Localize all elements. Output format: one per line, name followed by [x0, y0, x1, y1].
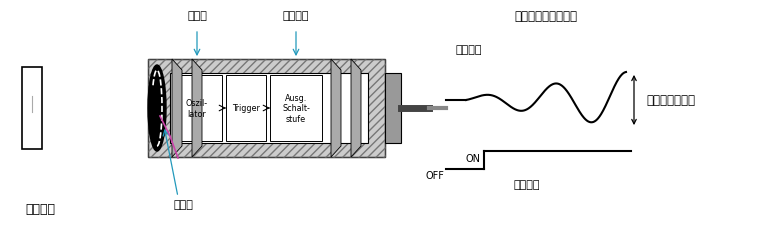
Polygon shape [192, 60, 202, 157]
Text: 无物体时: 无物体时 [456, 45, 482, 55]
FancyBboxPatch shape [22, 68, 42, 149]
Text: 振动放大并整流: 振动放大并整流 [646, 94, 695, 107]
FancyBboxPatch shape [148, 60, 385, 157]
Text: 被测物体: 被测物体 [25, 203, 55, 216]
Text: 开关输出: 开关输出 [283, 11, 309, 21]
Ellipse shape [148, 66, 166, 151]
Text: Trigger: Trigger [232, 104, 260, 113]
FancyBboxPatch shape [385, 74, 401, 143]
Polygon shape [331, 60, 341, 157]
Text: 输出波形: 输出波形 [514, 179, 540, 189]
Text: 当物体靠近电容开关: 当物体靠近电容开关 [515, 10, 577, 22]
FancyBboxPatch shape [170, 74, 368, 143]
Polygon shape [172, 60, 182, 157]
Text: 振荡器: 振荡器 [187, 11, 207, 21]
FancyBboxPatch shape [172, 76, 222, 141]
Text: 电极板: 电极板 [173, 199, 193, 209]
Text: Ausg.
Schalt-
stufe: Ausg. Schalt- stufe [282, 94, 310, 123]
Text: Oszil-
lator: Oszil- lator [186, 99, 208, 118]
Text: ON: ON [466, 153, 481, 163]
Text: OFF: OFF [425, 170, 444, 180]
FancyBboxPatch shape [226, 76, 266, 141]
Polygon shape [351, 60, 361, 157]
FancyBboxPatch shape [270, 76, 322, 141]
